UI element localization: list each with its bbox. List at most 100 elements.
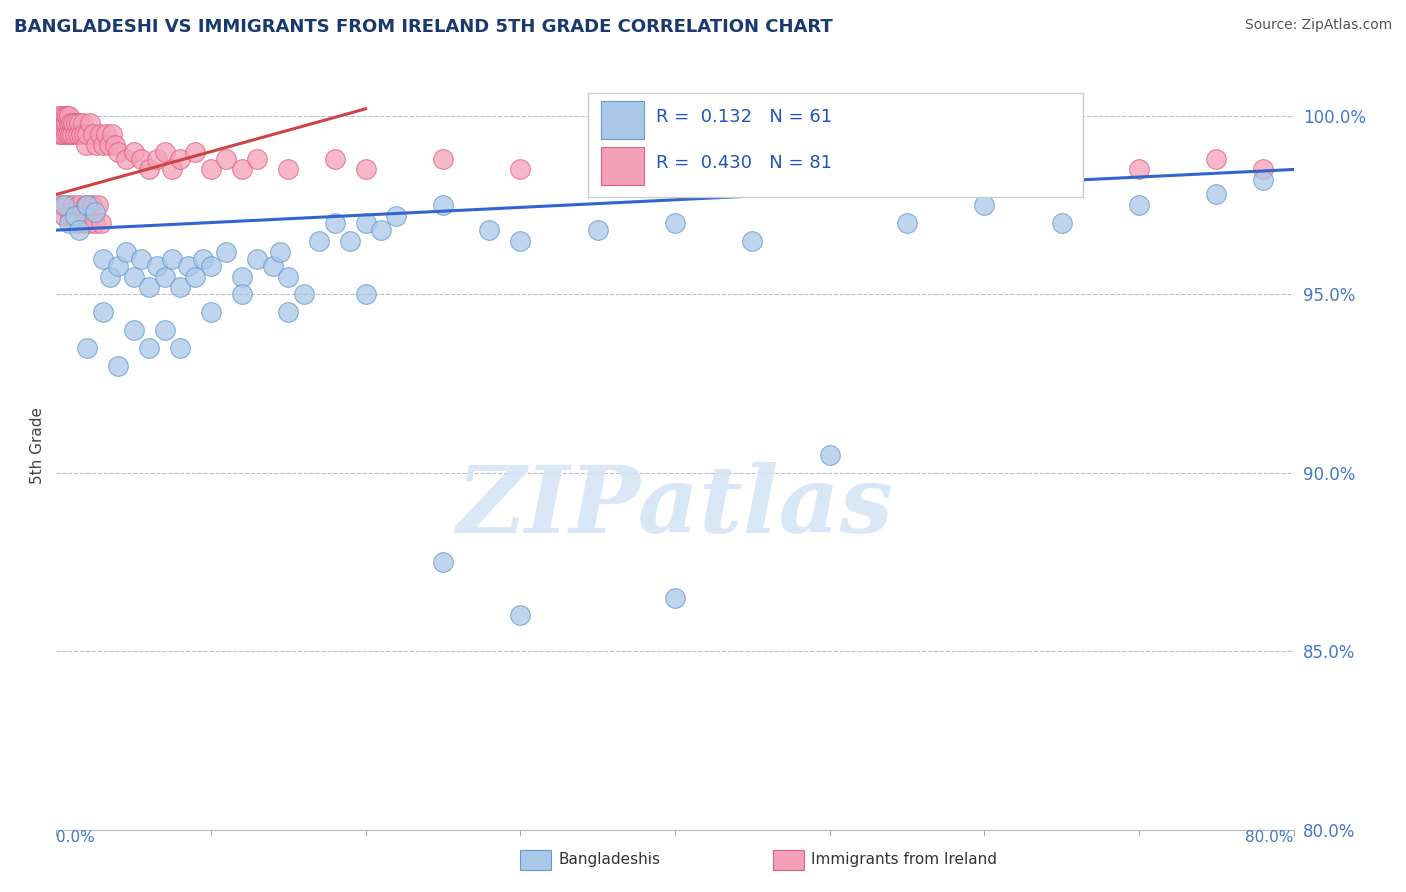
Point bbox=[138, 280, 160, 294]
Point bbox=[58, 109, 80, 123]
Point bbox=[75, 198, 97, 212]
Point bbox=[82, 127, 104, 141]
Point bbox=[138, 162, 160, 177]
Point bbox=[86, 137, 108, 152]
Point bbox=[58, 116, 80, 130]
Point bbox=[62, 116, 84, 130]
Point bbox=[818, 448, 841, 462]
Point bbox=[53, 116, 76, 130]
Point bbox=[97, 137, 120, 152]
Point bbox=[122, 269, 145, 284]
Point bbox=[664, 162, 686, 177]
Point bbox=[664, 591, 686, 605]
Point bbox=[509, 608, 531, 623]
Point bbox=[53, 109, 76, 123]
Point bbox=[129, 152, 153, 166]
Point bbox=[107, 259, 129, 273]
Point bbox=[262, 259, 284, 273]
Point bbox=[56, 127, 79, 141]
Point bbox=[49, 198, 72, 212]
Point bbox=[59, 127, 82, 141]
Text: Source: ZipAtlas.com: Source: ZipAtlas.com bbox=[1244, 18, 1392, 32]
Point bbox=[1128, 162, 1150, 177]
Point bbox=[77, 216, 100, 230]
Y-axis label: 5th Grade: 5th Grade bbox=[30, 408, 45, 484]
Point bbox=[200, 259, 222, 273]
Point bbox=[90, 216, 112, 230]
Point bbox=[75, 137, 97, 152]
Point bbox=[215, 152, 238, 166]
Point bbox=[60, 127, 83, 141]
Point bbox=[896, 216, 918, 230]
Point bbox=[146, 152, 169, 166]
Point bbox=[169, 280, 191, 294]
Point bbox=[1128, 198, 1150, 212]
Point bbox=[153, 145, 176, 159]
Point bbox=[1205, 152, 1227, 166]
Point bbox=[107, 359, 129, 373]
Point bbox=[1050, 216, 1073, 230]
Point bbox=[146, 259, 169, 273]
Point bbox=[76, 127, 98, 141]
Point bbox=[973, 162, 995, 177]
Point bbox=[55, 116, 77, 130]
Text: R =  0.132   N = 61: R = 0.132 N = 61 bbox=[657, 109, 832, 127]
Point bbox=[76, 198, 98, 212]
Point bbox=[200, 305, 222, 319]
Point bbox=[339, 234, 361, 248]
Point bbox=[509, 162, 531, 177]
Point bbox=[115, 152, 138, 166]
Point bbox=[664, 216, 686, 230]
Point bbox=[370, 223, 392, 237]
Point bbox=[48, 127, 70, 141]
Bar bbox=[600, 101, 644, 139]
Point bbox=[94, 127, 117, 141]
Text: R =  0.430   N = 81: R = 0.430 N = 81 bbox=[657, 154, 832, 172]
Bar bbox=[588, 93, 1083, 197]
Point bbox=[270, 244, 292, 259]
Point bbox=[818, 162, 841, 177]
Text: Bangladeshis: Bangladeshis bbox=[558, 853, 661, 867]
Point bbox=[53, 198, 76, 212]
Point bbox=[70, 127, 93, 141]
Point bbox=[69, 198, 90, 212]
Text: BANGLADESHI VS IMMIGRANTS FROM IRELAND 5TH GRADE CORRELATION CHART: BANGLADESHI VS IMMIGRANTS FROM IRELAND 5… bbox=[14, 18, 832, 36]
Point bbox=[741, 152, 763, 166]
Point bbox=[184, 145, 207, 159]
Point bbox=[432, 152, 454, 166]
Point bbox=[49, 127, 72, 141]
Point bbox=[177, 259, 200, 273]
Point bbox=[79, 116, 101, 130]
Point bbox=[231, 162, 253, 177]
Point bbox=[48, 109, 70, 123]
Point bbox=[63, 127, 86, 141]
Point bbox=[53, 209, 76, 223]
Point bbox=[200, 162, 222, 177]
Point bbox=[129, 252, 153, 266]
Point bbox=[169, 152, 191, 166]
Point bbox=[56, 109, 79, 123]
Point bbox=[231, 287, 253, 301]
Point bbox=[478, 223, 501, 237]
Point bbox=[246, 252, 269, 266]
Point bbox=[169, 341, 191, 355]
Point bbox=[46, 116, 69, 130]
Point bbox=[323, 216, 346, 230]
Point bbox=[69, 116, 90, 130]
Point bbox=[58, 216, 80, 230]
Text: 80.0%: 80.0% bbox=[1246, 830, 1294, 845]
Point bbox=[1205, 187, 1227, 202]
Point bbox=[323, 152, 346, 166]
Point bbox=[215, 244, 238, 259]
Point bbox=[1251, 162, 1274, 177]
Point bbox=[153, 323, 176, 337]
Point bbox=[385, 209, 408, 223]
Point bbox=[62, 198, 84, 212]
Point bbox=[51, 116, 73, 130]
Point bbox=[509, 234, 531, 248]
Point bbox=[73, 127, 96, 141]
Point bbox=[586, 223, 609, 237]
Point bbox=[184, 269, 207, 284]
Point bbox=[59, 116, 82, 130]
Point bbox=[87, 198, 110, 212]
